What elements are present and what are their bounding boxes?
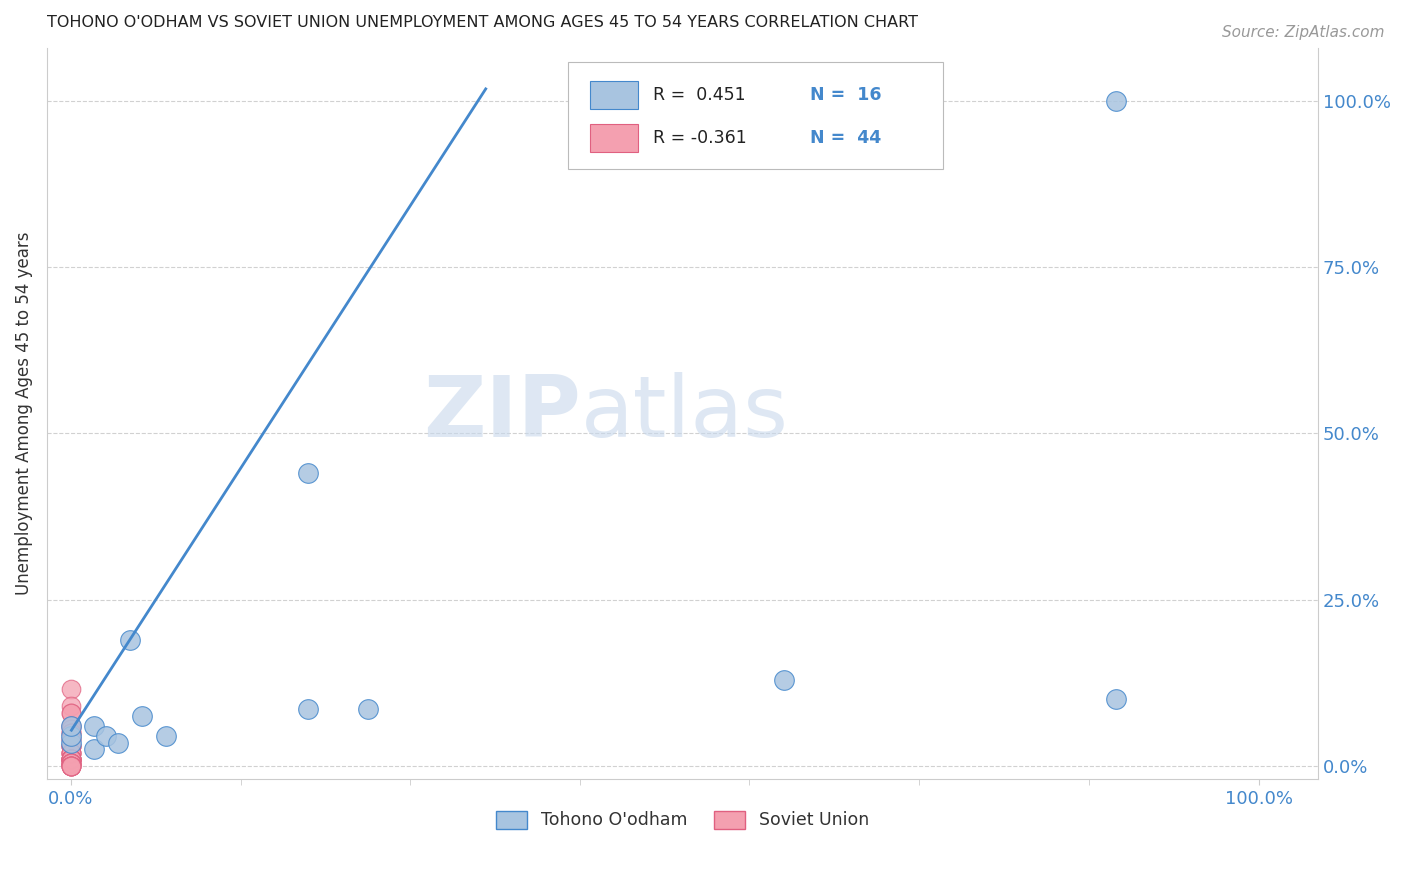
Point bbox=[59, 739, 82, 753]
Text: R =  0.451: R = 0.451 bbox=[654, 87, 747, 104]
Point bbox=[118, 632, 141, 647]
Point bbox=[59, 706, 82, 720]
Point bbox=[59, 752, 82, 766]
Point bbox=[59, 756, 82, 770]
Point bbox=[59, 746, 82, 760]
Point bbox=[59, 719, 82, 733]
Point bbox=[59, 756, 82, 770]
Point bbox=[59, 725, 82, 739]
Point bbox=[59, 746, 82, 760]
Point bbox=[59, 739, 82, 753]
FancyBboxPatch shape bbox=[568, 62, 943, 169]
Point bbox=[59, 732, 82, 747]
Point bbox=[59, 759, 82, 773]
Point bbox=[59, 756, 82, 770]
Point bbox=[59, 732, 82, 747]
Point bbox=[59, 759, 82, 773]
Point bbox=[59, 736, 82, 750]
Point bbox=[59, 739, 82, 753]
Text: atlas: atlas bbox=[581, 372, 789, 455]
Point bbox=[59, 739, 82, 753]
Point bbox=[59, 719, 82, 733]
Point bbox=[131, 709, 153, 723]
Point bbox=[59, 756, 82, 770]
Point bbox=[59, 682, 82, 697]
Text: Source: ZipAtlas.com: Source: ZipAtlas.com bbox=[1222, 25, 1385, 40]
Point bbox=[96, 729, 118, 743]
Text: TOHONO O'ODHAM VS SOVIET UNION UNEMPLOYMENT AMONG AGES 45 TO 54 YEARS CORRELATIO: TOHONO O'ODHAM VS SOVIET UNION UNEMPLOYM… bbox=[46, 15, 918, 30]
Point bbox=[59, 752, 82, 766]
FancyBboxPatch shape bbox=[589, 81, 638, 110]
Point bbox=[59, 756, 82, 770]
Point bbox=[59, 699, 82, 714]
Point bbox=[59, 706, 82, 720]
Point bbox=[59, 759, 82, 773]
Text: N =  16: N = 16 bbox=[810, 87, 882, 104]
Point bbox=[59, 732, 82, 747]
Point bbox=[59, 752, 82, 766]
Y-axis label: Unemployment Among Ages 45 to 54 years: Unemployment Among Ages 45 to 54 years bbox=[15, 232, 32, 595]
Point bbox=[59, 752, 82, 766]
Point bbox=[155, 729, 177, 743]
Point bbox=[59, 746, 82, 760]
Point bbox=[59, 756, 82, 770]
Point bbox=[59, 725, 82, 739]
Point bbox=[107, 736, 129, 750]
Point bbox=[59, 752, 82, 766]
Point bbox=[59, 746, 82, 760]
Point bbox=[59, 752, 82, 766]
Point bbox=[772, 673, 794, 687]
Point bbox=[59, 759, 82, 773]
Point bbox=[59, 752, 82, 766]
Point bbox=[357, 702, 380, 716]
Text: ZIP: ZIP bbox=[423, 372, 581, 455]
Point bbox=[59, 729, 82, 743]
Point bbox=[59, 759, 82, 773]
Point bbox=[59, 723, 82, 737]
Point bbox=[1105, 692, 1128, 706]
Point bbox=[59, 725, 82, 739]
Point bbox=[59, 752, 82, 766]
Point bbox=[83, 742, 105, 756]
Point bbox=[59, 739, 82, 753]
Point bbox=[1105, 94, 1128, 108]
Legend: Tohono O'odham, Soviet Union: Tohono O'odham, Soviet Union bbox=[489, 804, 876, 837]
Point bbox=[297, 467, 319, 481]
Point bbox=[59, 752, 82, 766]
Text: R = -0.361: R = -0.361 bbox=[654, 128, 747, 147]
FancyBboxPatch shape bbox=[589, 124, 638, 152]
Point bbox=[59, 719, 82, 733]
Point bbox=[297, 702, 319, 716]
Point bbox=[59, 759, 82, 773]
Point bbox=[59, 746, 82, 760]
Text: N =  44: N = 44 bbox=[810, 128, 882, 147]
Point bbox=[83, 719, 105, 733]
